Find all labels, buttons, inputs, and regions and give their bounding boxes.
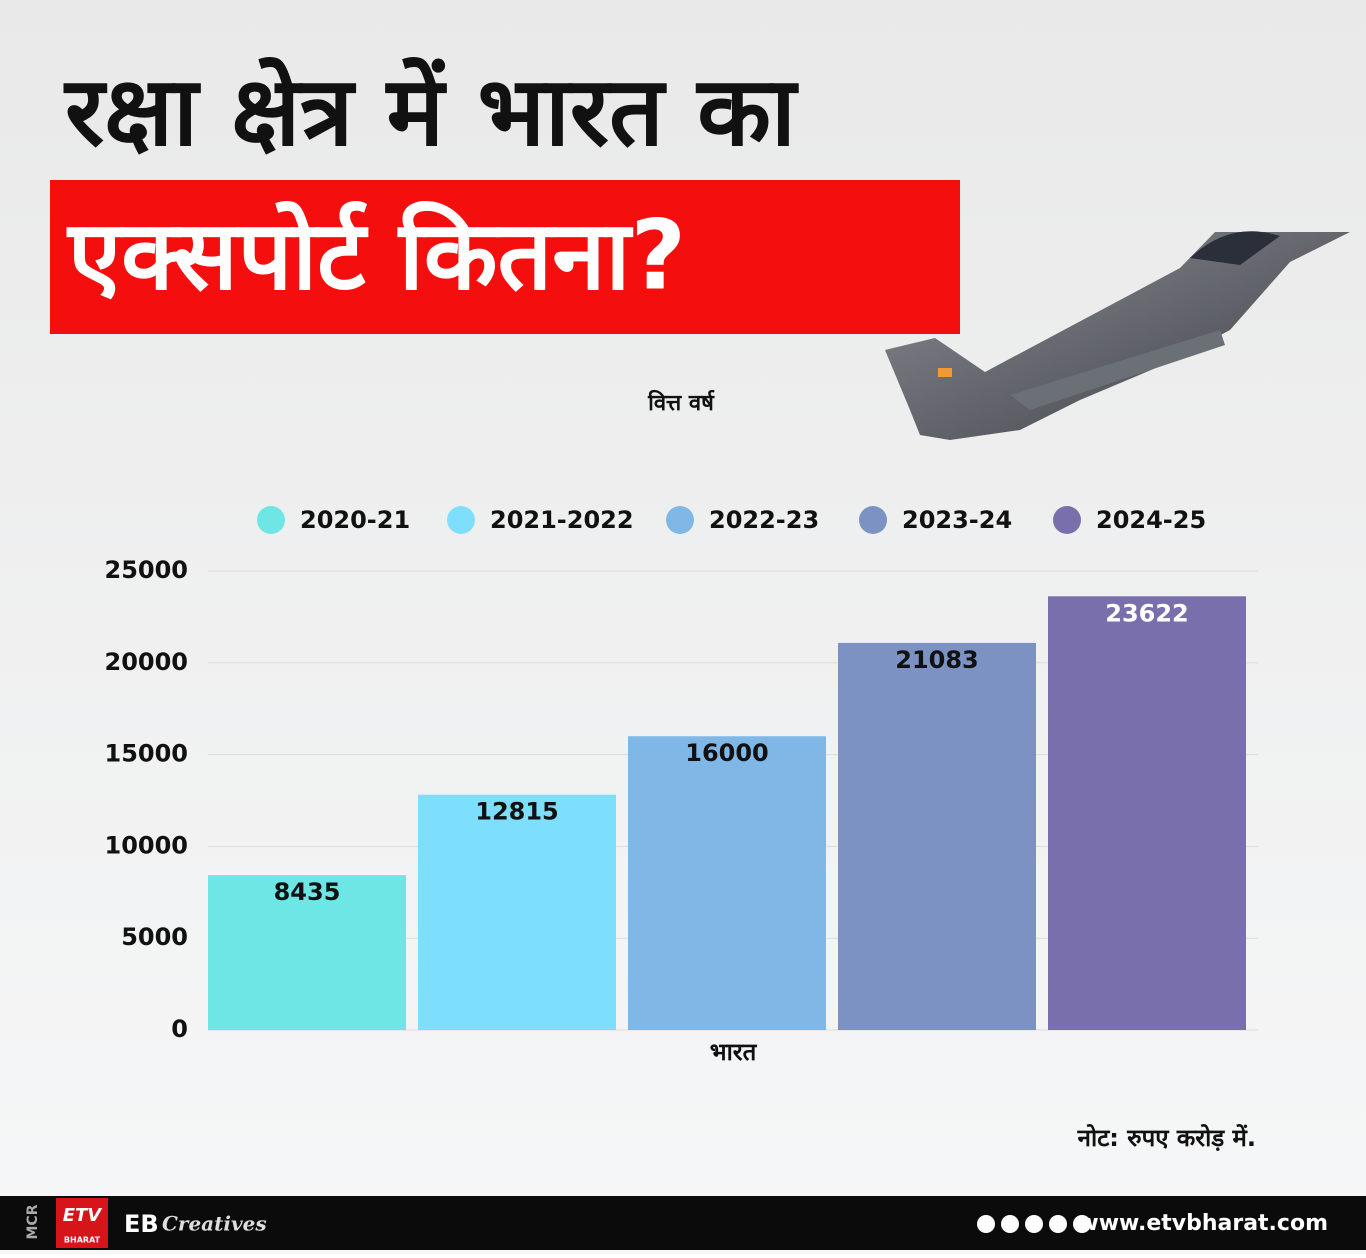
legend-swatch [257,506,285,534]
y-tick-label: 15000 [105,740,189,768]
value-label: 23622 [1105,599,1189,627]
bar [208,875,406,1030]
legend-title: वित्त वर्ष [647,389,715,416]
y-tick-label: 20000 [105,648,189,676]
social-icons [977,1215,1091,1233]
legend-swatch [859,506,887,534]
value-label: 16000 [685,739,769,767]
subtitle: एक्सपोर्ट कितना? [66,199,686,311]
x-tick-label: भारत [710,1038,758,1066]
logo-sub: BHARAT [64,1236,101,1245]
bar [838,642,1036,1030]
footer-mcr: MCR [25,1204,41,1239]
y-tick-label: 0 [171,1015,188,1043]
legend-label: 2021-2022 [490,506,634,534]
y-tick-label: 5000 [121,923,188,951]
brand-script: Creatives [162,1212,267,1236]
website: www.etvbharat.com [1078,1211,1328,1236]
legend-swatch [666,506,694,534]
legend-swatch [1053,506,1081,534]
title: रक्षा क्षेत्र में भारत का [63,55,799,167]
footer-bar [0,1196,1366,1250]
y-tick-label: 10000 [105,831,189,859]
bar [1048,596,1246,1030]
jet-illustration [885,231,1350,440]
legend-label: 2023-24 [902,506,1012,534]
bar [418,794,616,1030]
legend-swatch [447,506,475,534]
note: नोट: रुपए करोड़ में. [1077,1124,1256,1152]
brand: EB [124,1210,159,1238]
logo: ETV [63,1205,104,1226]
subtitle-box [50,180,960,334]
value-label: 8435 [274,878,341,906]
value-label: 12815 [475,798,559,826]
legend-label: 2022-23 [709,506,819,534]
legend-label: 2024-25 [1096,506,1206,534]
bar [628,736,826,1030]
legend-label: 2020-21 [300,506,410,534]
footer: MCR ETV BHARAT EB Creatives www.etvbhara… [0,1196,1366,1250]
y-tick-label: 25000 [105,556,189,584]
logo-box [56,1198,108,1248]
value-label: 21083 [895,646,979,674]
